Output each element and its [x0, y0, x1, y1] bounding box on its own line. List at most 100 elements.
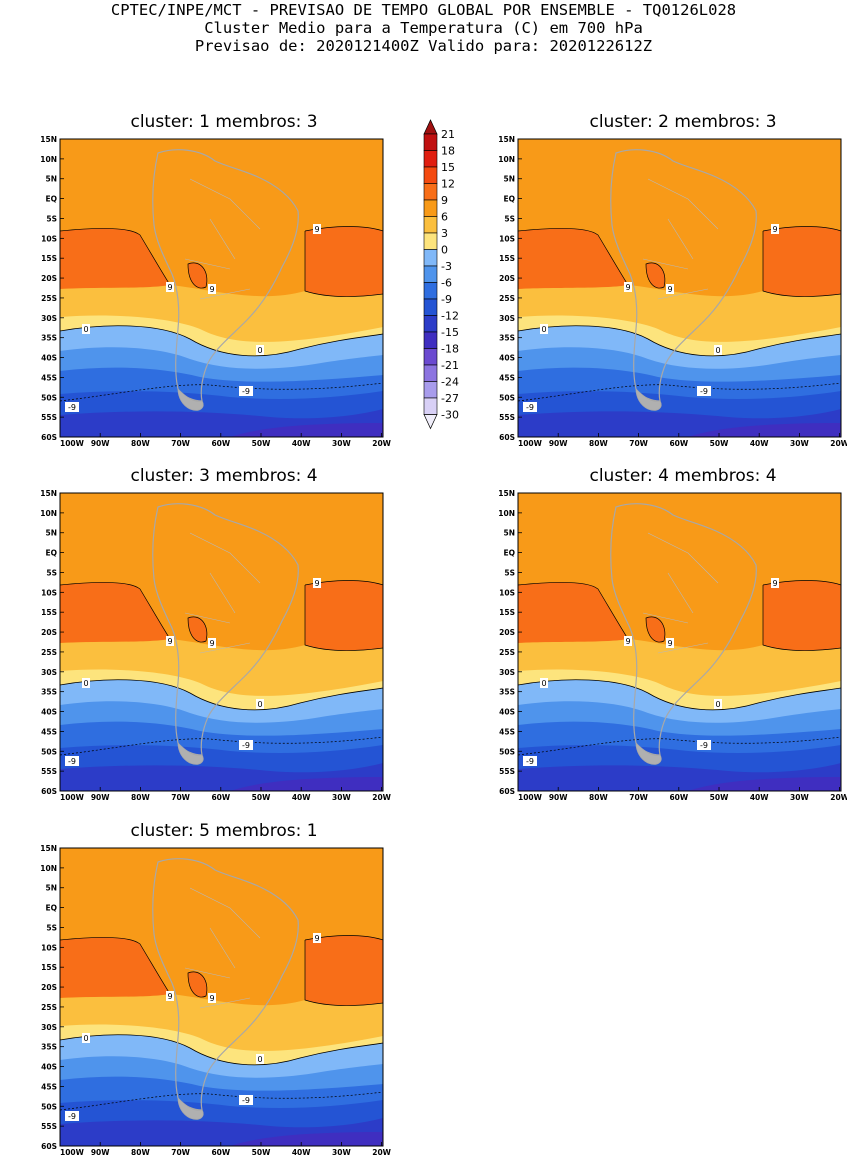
contour-label: 0 — [83, 325, 88, 334]
lon-tick-label: 90W — [91, 1148, 110, 1157]
lat-tick-label: 20S — [41, 983, 57, 992]
lat-tick-label: 30S — [41, 1023, 57, 1032]
lat-tick-label: 30S — [41, 314, 57, 323]
lon-tick-label: 60W — [211, 793, 230, 802]
lat-tick-label: 15S — [499, 608, 515, 617]
lat-tick-label: 40S — [41, 1063, 57, 1072]
lat-tick-label: 45S — [499, 727, 515, 736]
colorbar-segment — [423, 397, 438, 415]
colorbar-label: 9 — [441, 194, 448, 207]
lat-tick-label: EQ — [504, 549, 516, 558]
contour-label: -9 — [526, 403, 534, 412]
colorbar-segment — [423, 381, 438, 399]
contour-label: -9 — [68, 403, 76, 412]
lon-tick-label: 30W — [790, 439, 809, 448]
lat-tick-label: 50S — [499, 747, 515, 756]
panel-3-title: cluster: 3 membros: 4 — [130, 466, 318, 486]
contour-label: 9 — [209, 639, 214, 648]
lat-tick-label: 5S — [46, 923, 57, 932]
colorbar-label: 18 — [441, 145, 455, 158]
lat-tick-label: 25S — [41, 648, 57, 657]
lon-tick-label: 70W — [171, 793, 190, 802]
contour-label: 0 — [541, 679, 546, 688]
lat-tick-label: 5N — [46, 884, 58, 893]
colorbar-label: 21 — [441, 128, 455, 141]
contour-label: -9 — [700, 387, 708, 396]
lon-tick-label: 50W — [252, 439, 271, 448]
lat-tick-label: 10S — [499, 588, 515, 597]
contour-label: 0 — [83, 679, 88, 688]
lat-tick-label: 40S — [499, 354, 515, 363]
lon-tick-label: 40W — [292, 439, 311, 448]
lat-tick-label: 20S — [499, 274, 515, 283]
colorbar-top-arrow — [423, 119, 438, 135]
lat-tick-label: 35S — [41, 334, 57, 343]
lat-tick-label: 40S — [41, 354, 57, 363]
contour-label: 9 — [772, 579, 777, 588]
panel-5-title: cluster: 5 membros: 1 — [130, 821, 318, 841]
lat-tick-label: EQ — [46, 904, 58, 913]
lat-tick-label: 60S — [499, 433, 515, 442]
lon-tick-label: 60W — [211, 439, 230, 448]
lat-tick-label: 60S — [41, 433, 57, 442]
colorbar-segment — [423, 232, 438, 250]
colorbar-label: -24 — [441, 376, 459, 389]
lat-tick-label: 35S — [41, 688, 57, 697]
lon-tick-label: 40W — [750, 439, 769, 448]
contour-label: 9 — [625, 637, 630, 646]
lon-tick-label: 20W — [830, 439, 847, 448]
header-line-2: Cluster Medio para a Temperatura (C) em … — [204, 19, 643, 37]
colorbar-label: -15 — [441, 326, 459, 339]
colorbar-segment — [423, 282, 438, 300]
lon-tick-label: 60W — [669, 793, 688, 802]
panel-1-title: cluster: 1 membros: 3 — [130, 112, 318, 132]
colorbar-segment — [423, 166, 438, 184]
lat-tick-label: 35S — [41, 1043, 57, 1052]
colorbar-segment — [423, 216, 438, 234]
lon-tick-label: 70W — [629, 793, 648, 802]
colorbar-label: -3 — [441, 260, 452, 273]
contour-label: 9 — [625, 283, 630, 292]
lat-tick-label: 10N — [40, 509, 57, 518]
colorbar-segment — [423, 199, 438, 217]
contour-label: 0 — [83, 1034, 88, 1043]
lat-tick-label: 60S — [499, 787, 515, 796]
lon-tick-label: 20W — [372, 793, 391, 802]
lon-tick-label: 100W — [60, 1148, 85, 1157]
lat-tick-label: 15S — [41, 608, 57, 617]
lon-tick-label: 40W — [292, 793, 311, 802]
map-panel-2: 15N 10N 5N EQ 5S 10S 15S 20S 25S 30S 35S 40S 45S 50S 5… — [498, 135, 847, 448]
lat-tick-label: 10S — [499, 234, 515, 243]
lon-tick-label: 40W — [750, 793, 769, 802]
colorbar-label: 15 — [441, 161, 455, 174]
lat-tick-label: 15N — [40, 135, 57, 144]
colorbar-label: 3 — [441, 227, 448, 240]
colorbar-label: -9 — [441, 293, 452, 306]
lat-tick-label: 55S — [499, 767, 515, 776]
lon-tick-label: 80W — [131, 1148, 150, 1157]
lat-tick-label: 55S — [499, 413, 515, 422]
colorbar-legend: 21 18 15 12 9 6 3 0 -3 -6 -9 -12 -15 -18 -21 -24 -27 -30 — [423, 119, 459, 430]
lon-tick-label: 70W — [171, 1148, 190, 1157]
lat-tick-label: 45S — [499, 373, 515, 382]
lon-tick-label: 20W — [372, 439, 391, 448]
lat-tick-label: 25S — [499, 294, 515, 303]
lat-tick-label: 40S — [41, 708, 57, 717]
lat-tick-label: 25S — [499, 648, 515, 657]
contour-label: 0 — [257, 1055, 262, 1064]
lat-tick-label: 55S — [41, 413, 57, 422]
lat-tick-label: 5N — [46, 529, 58, 538]
contour-label: -9 — [68, 757, 76, 766]
lat-tick-label: 45S — [41, 727, 57, 736]
lat-tick-label: 35S — [499, 688, 515, 697]
contour-label: 0 — [257, 346, 262, 355]
contour-label: 9 — [167, 283, 172, 292]
lon-tick-label: 20W — [372, 1148, 391, 1157]
lon-tick-label: 30W — [332, 439, 351, 448]
lon-tick-label: 100W — [60, 439, 85, 448]
lon-tick-label: 30W — [790, 793, 809, 802]
lat-tick-label: 10N — [40, 864, 57, 873]
contour-label: 0 — [541, 325, 546, 334]
lon-tick-label: 80W — [589, 793, 608, 802]
colorbar-label: -27 — [441, 392, 459, 405]
